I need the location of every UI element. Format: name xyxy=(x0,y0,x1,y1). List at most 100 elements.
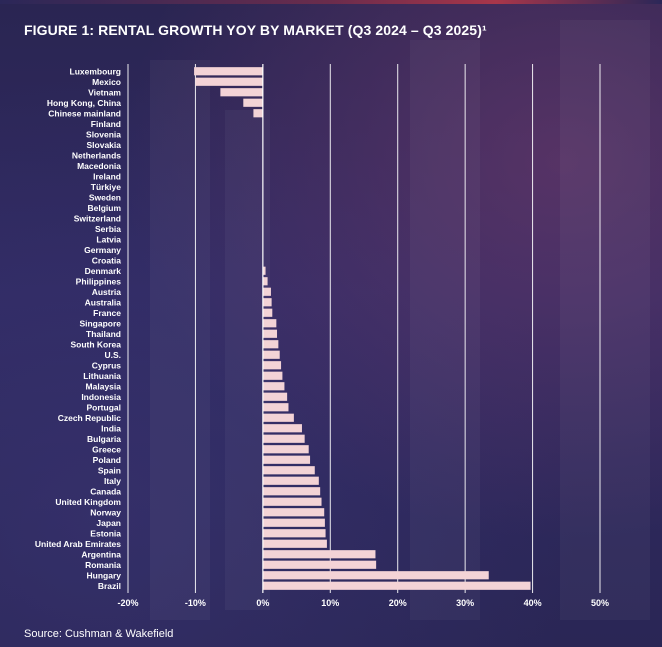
category-label: Sweden xyxy=(89,192,121,202)
category-label: Lithuania xyxy=(83,371,121,381)
bar xyxy=(194,67,263,76)
x-tick-label: 50% xyxy=(591,598,609,608)
category-label: Slovakia xyxy=(87,140,122,150)
category-label: Bulgaria xyxy=(87,434,121,444)
category-label: Greece xyxy=(92,444,121,454)
category-label: Luxembourg xyxy=(70,66,121,76)
category-label: Finland xyxy=(91,119,121,129)
category-label: Hungary xyxy=(87,570,122,580)
bar xyxy=(262,508,325,517)
top-accent-bar xyxy=(0,0,662,4)
category-label: Czech Republic xyxy=(58,413,122,423)
category-label: Canada xyxy=(90,486,121,496)
category-label: Thailand xyxy=(86,329,121,339)
category-label: Denmark xyxy=(85,266,122,276)
category-label: Austria xyxy=(92,287,122,297)
category-label: United Kingdom xyxy=(55,497,121,507)
category-label: United Arab Emirates xyxy=(35,539,121,549)
category-label: Slovenia xyxy=(86,129,121,139)
category-label: Cyprus xyxy=(92,360,122,370)
bar xyxy=(262,476,319,485)
bar xyxy=(262,371,283,380)
background-building xyxy=(410,40,480,620)
bar xyxy=(262,287,271,296)
bar xyxy=(262,518,325,527)
category-label: Poland xyxy=(93,455,121,465)
category-label: Philippines xyxy=(76,276,122,286)
category-label: Netherlands xyxy=(72,150,121,160)
bar xyxy=(253,109,263,118)
category-label: Switzerland xyxy=(74,213,121,223)
category-label: U.S. xyxy=(104,350,121,360)
category-label: Japan xyxy=(96,518,121,528)
category-label: Singapore xyxy=(79,318,121,328)
bar xyxy=(243,98,263,107)
x-tick-label: 0% xyxy=(256,598,269,608)
bar xyxy=(262,550,376,559)
bar xyxy=(262,424,302,433)
bar xyxy=(262,487,321,496)
category-label: Vietnam xyxy=(88,87,121,97)
category-label: Spain xyxy=(98,465,121,475)
bar xyxy=(262,382,285,391)
category-label: Türkiye xyxy=(91,182,122,192)
bar xyxy=(262,329,278,338)
category-label: Malaysia xyxy=(86,381,122,391)
category-label: Serbia xyxy=(95,224,121,234)
bar xyxy=(262,539,327,548)
bar xyxy=(262,445,309,454)
x-tick-label: 10% xyxy=(321,598,339,608)
chart-title: FIGURE 1: RENTAL GROWTH YOY BY MARKET (Q… xyxy=(24,22,487,38)
category-label: Latvia xyxy=(96,234,121,244)
background-building xyxy=(560,20,650,620)
x-tick-label: 20% xyxy=(389,598,407,608)
category-label: Estonia xyxy=(90,528,121,538)
category-label: Macedonia xyxy=(77,161,121,171)
x-tick-label: -20% xyxy=(117,598,138,608)
x-tick-label: -10% xyxy=(185,598,206,608)
bar xyxy=(262,350,280,359)
category-label: Indonesia xyxy=(81,392,121,402)
bar xyxy=(262,455,311,464)
chart-source: Source: Cushman & Wakefield xyxy=(24,628,174,640)
category-label: Croatia xyxy=(92,255,122,265)
category-label: South Korea xyxy=(70,339,121,349)
bar xyxy=(262,392,288,401)
bar xyxy=(262,529,326,538)
gridlines xyxy=(127,64,601,593)
bar xyxy=(262,581,531,590)
bar xyxy=(262,560,377,569)
bar xyxy=(195,77,263,86)
bar xyxy=(262,361,282,370)
x-tick-labels: -20% -10% 0% 10% 20% 30% 40% 50% xyxy=(117,598,609,608)
bar xyxy=(262,403,289,412)
category-label: India xyxy=(101,423,121,433)
bar xyxy=(262,497,322,506)
bar xyxy=(262,434,305,443)
category-label: Germany xyxy=(84,245,121,255)
category-label: Brazil xyxy=(98,581,121,591)
bar xyxy=(262,266,266,275)
category-label: Mexico xyxy=(92,77,121,87)
bar xyxy=(262,340,279,349)
category-label: France xyxy=(93,308,121,318)
category-label: Hong Kong, China xyxy=(47,98,121,108)
bar xyxy=(262,277,268,286)
category-label: Portugal xyxy=(87,402,121,412)
bar xyxy=(262,308,273,317)
category-label: Italy xyxy=(104,476,121,486)
bar xyxy=(262,466,315,475)
bar xyxy=(262,571,489,580)
category-label: Australia xyxy=(85,297,122,307)
bar xyxy=(262,319,277,328)
category-label: Norway xyxy=(90,507,121,517)
bars xyxy=(194,67,531,590)
category-label: Belgium xyxy=(87,203,121,213)
category-label: Ireland xyxy=(93,171,121,181)
category-label: Argentina xyxy=(81,549,121,559)
bar xyxy=(220,88,263,97)
category-label: Romania xyxy=(85,560,121,570)
